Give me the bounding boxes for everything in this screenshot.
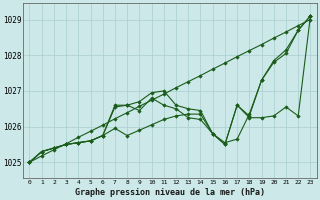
X-axis label: Graphe pression niveau de la mer (hPa): Graphe pression niveau de la mer (hPa) [75,188,265,197]
